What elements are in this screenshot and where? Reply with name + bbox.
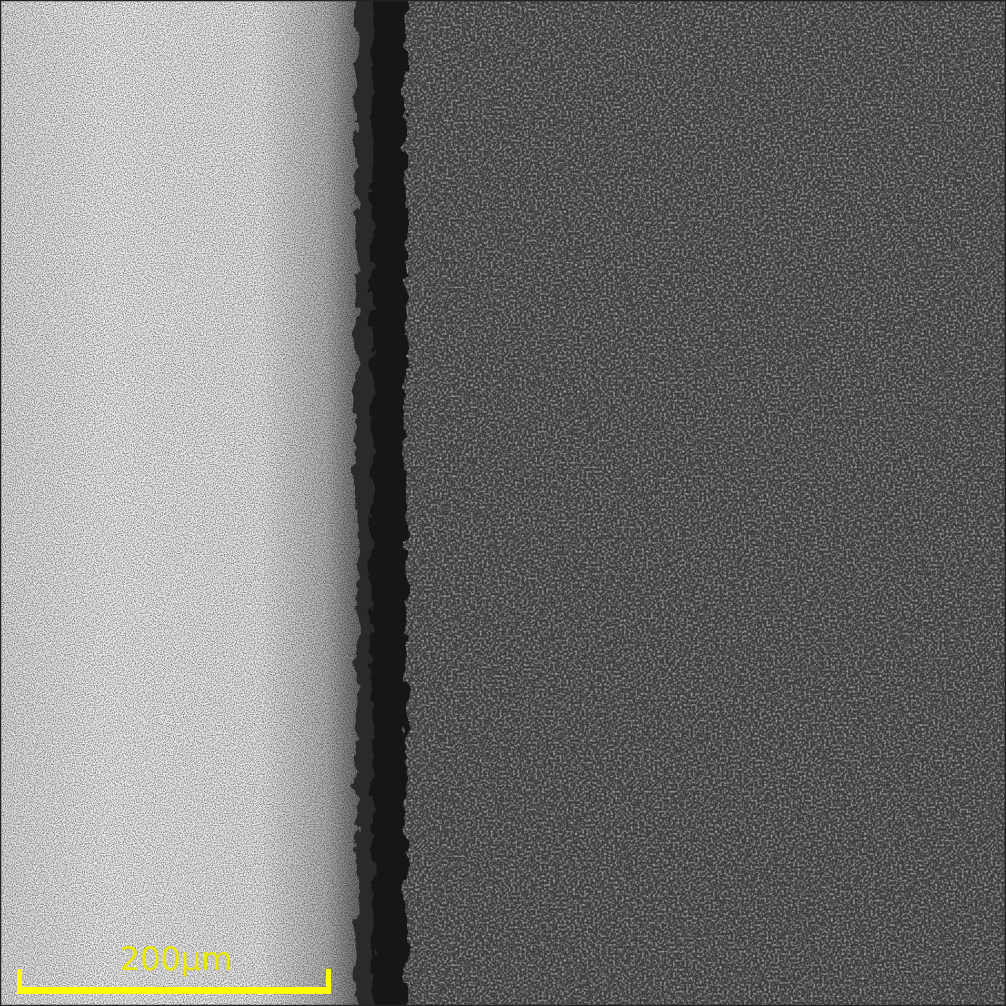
scale-bar-tick bbox=[326, 969, 331, 994]
scale-bar-line bbox=[17, 987, 331, 994]
boundary-band bbox=[356, 0, 406, 1006]
micrograph: 200µm bbox=[0, 0, 1006, 1006]
scale-bar-label: 200µm bbox=[120, 940, 233, 978]
scale-bar-tick bbox=[17, 969, 22, 994]
page: {"scale_bar": {"label": "200µm"}} bbox=[0, 0, 1006, 1006]
light-texture bbox=[0, 0, 362, 1006]
dark-texture bbox=[400, 0, 1006, 1006]
